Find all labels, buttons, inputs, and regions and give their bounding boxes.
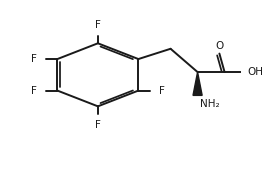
Text: F: F: [31, 86, 37, 96]
Text: F: F: [159, 86, 165, 96]
Text: O: O: [215, 41, 224, 51]
Text: F: F: [31, 54, 37, 64]
Text: OH: OH: [247, 67, 263, 77]
Text: F: F: [95, 20, 101, 30]
Text: F: F: [95, 120, 101, 130]
Polygon shape: [193, 72, 202, 95]
Text: NH₂: NH₂: [200, 99, 220, 109]
